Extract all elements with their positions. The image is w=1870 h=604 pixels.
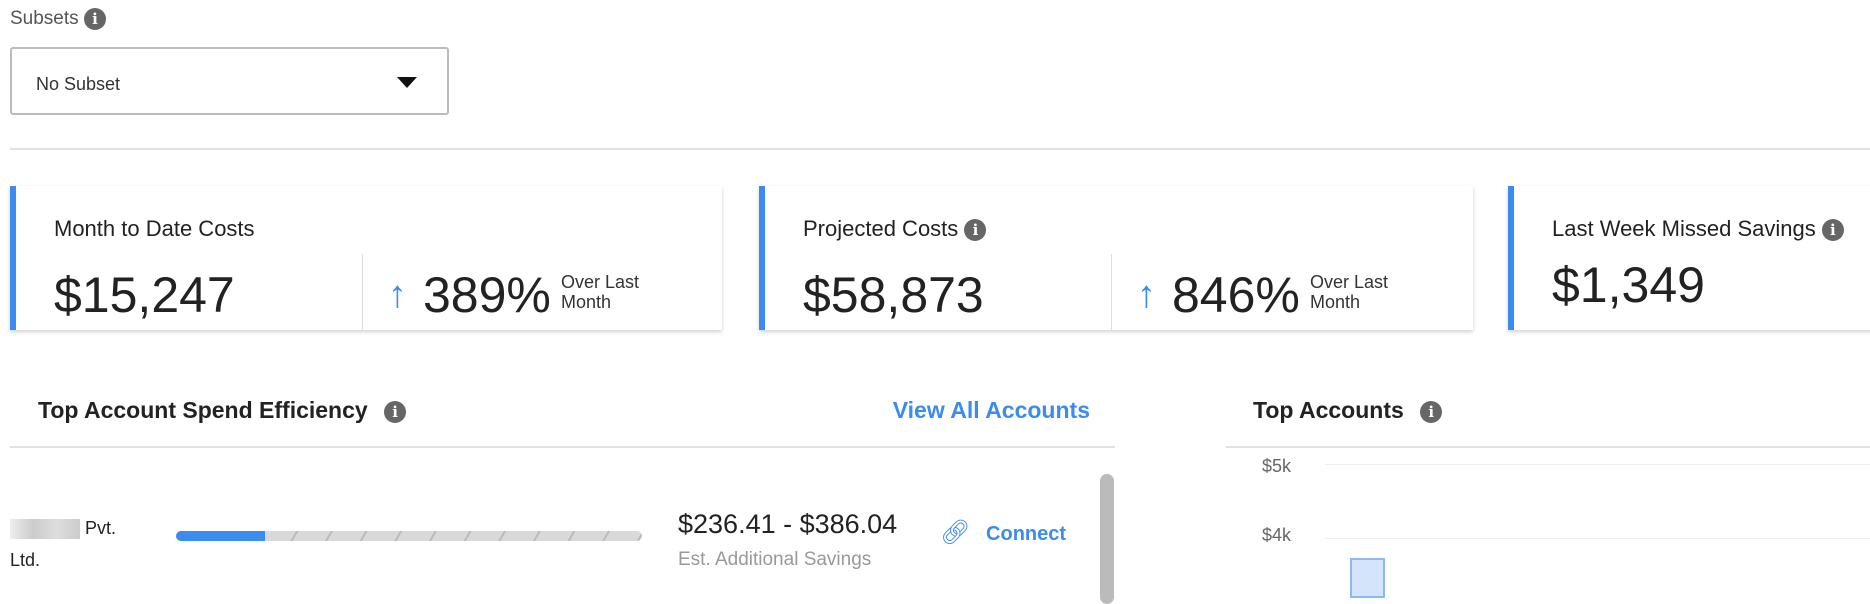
gridline	[1325, 538, 1870, 539]
chart-bar[interactable]	[1350, 558, 1385, 598]
change-label: Over Last Month	[561, 272, 640, 312]
change-label: Over Last Month	[1310, 272, 1389, 312]
efficiency-progress-bar	[176, 531, 642, 541]
arrow-up-icon: ↑	[388, 274, 407, 316]
card-value: $15,247	[54, 267, 235, 323]
change-percent: 389%	[423, 267, 551, 323]
caret-down-icon	[397, 77, 417, 88]
info-icon[interactable]: i	[964, 219, 987, 242]
scrollbar[interactable]	[1100, 474, 1114, 604]
card-title: Last Week Missed Savings i	[1552, 216, 1844, 242]
info-icon[interactable]: i	[83, 8, 106, 30]
gridline	[1325, 464, 1870, 465]
card-projected-costs: Projected Costs i $58,873 ↑ 846% Over La…	[759, 186, 1473, 330]
subsets-label: Subsets i	[10, 8, 106, 30]
redacted-name	[10, 519, 80, 540]
card-value: $1,349	[1552, 257, 1705, 313]
card-title: Month to Date Costs	[54, 216, 255, 241]
subset-dropdown[interactable]: No Subset	[10, 47, 449, 115]
card-month-to-date: Month to Date Costs $15,247 ↑ 389% Over …	[10, 186, 722, 330]
savings-label: Est. Additional Savings	[678, 549, 872, 570]
card-value: $58,873	[803, 267, 984, 323]
card-title: Projected Costs i	[803, 216, 987, 242]
progress-fill	[176, 531, 265, 541]
savings-range: $236.41 - $386.04	[678, 509, 898, 539]
card-missed-savings: Last Week Missed Savings i $1,349	[1508, 186, 1870, 330]
account-name: Pvt. Ltd.	[10, 518, 117, 570]
subset-selected-value: No Subset	[36, 74, 121, 94]
section-title-efficiency: Top Account Spend Efficiency i	[38, 397, 407, 424]
y-tick-label: $4k	[1262, 525, 1292, 545]
arrow-up-icon: ↑	[1137, 274, 1156, 316]
divider	[10, 148, 1870, 150]
link-icon: 🔗︎	[940, 519, 971, 546]
change-percent: 846%	[1172, 267, 1300, 323]
info-icon[interactable]: i	[1821, 219, 1844, 242]
divider	[10, 446, 1115, 448]
divider	[1111, 254, 1112, 330]
y-tick-label: $5k	[1262, 456, 1292, 476]
view-all-accounts-link[interactable]: View All Accounts	[892, 397, 1090, 423]
section-title-top-accounts: Top Accounts i	[1253, 397, 1443, 424]
info-icon[interactable]: i	[384, 400, 407, 423]
divider	[362, 254, 363, 330]
info-icon[interactable]: i	[1420, 400, 1443, 423]
connect-button[interactable]: 🔗︎ Connect	[940, 519, 1067, 546]
divider	[1226, 446, 1870, 448]
